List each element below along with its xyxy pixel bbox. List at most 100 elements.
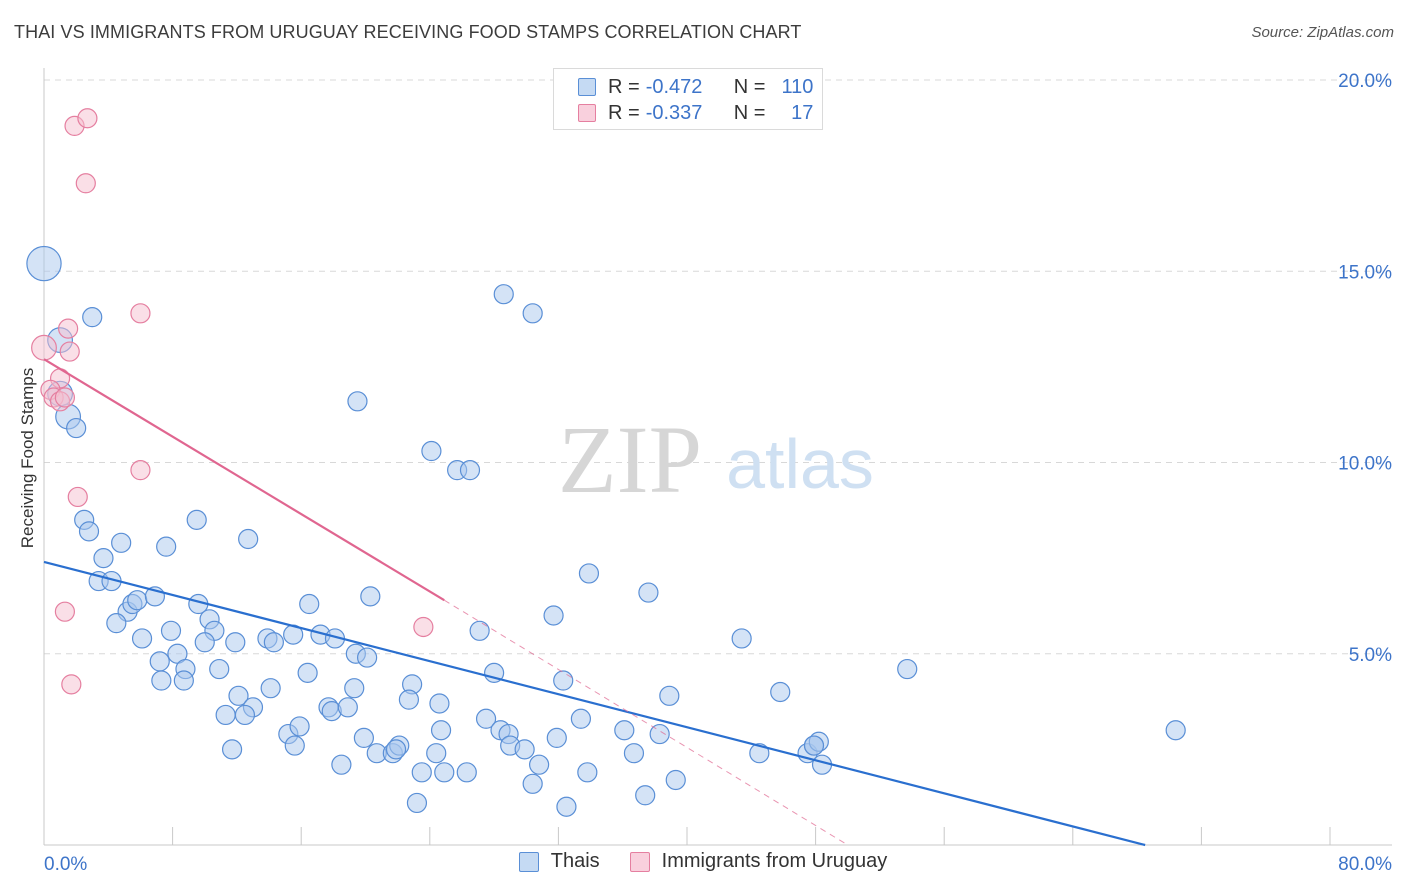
thais-point bbox=[194, 632, 215, 653]
thais-swatch bbox=[578, 78, 596, 96]
x-tick-label: 0.0% bbox=[44, 854, 87, 875]
thais-points bbox=[26, 245, 1186, 817]
thais-point bbox=[26, 245, 62, 282]
uruguay-points bbox=[31, 108, 434, 695]
uruguay-point bbox=[75, 173, 96, 194]
thais-point bbox=[82, 307, 103, 328]
thais-point bbox=[353, 727, 374, 749]
y-tick-label: 15.0% bbox=[1338, 262, 1392, 283]
thais-point bbox=[421, 440, 442, 462]
thais-point bbox=[429, 693, 450, 714]
thais-point bbox=[638, 582, 659, 603]
thais-point bbox=[131, 628, 153, 649]
thais-point bbox=[160, 620, 182, 641]
watermark: ZIP atlas bbox=[558, 406, 874, 513]
thais-point bbox=[289, 716, 310, 737]
thais-point bbox=[360, 586, 381, 607]
thais-point bbox=[546, 727, 567, 749]
uruguay-point bbox=[130, 460, 151, 481]
uruguay-trend-extension bbox=[444, 599, 849, 846]
stats-legend: R = -0.472 N = 110 R = -0.337 N = 17 bbox=[553, 68, 823, 130]
axes bbox=[43, 68, 1392, 846]
uruguay-point bbox=[413, 616, 434, 638]
thais-point bbox=[357, 647, 378, 668]
r-value: -0.337 bbox=[645, 101, 703, 124]
uruguay-legend-label: Immigrants from Uruguay bbox=[661, 850, 888, 872]
n-value: 17 bbox=[791, 101, 814, 124]
chart-title: THAI VS IMMIGRANTS FROM URUGUAY RECEIVIN… bbox=[14, 22, 802, 42]
thais-point bbox=[469, 620, 490, 641]
thais-point bbox=[337, 697, 358, 718]
thais-point bbox=[234, 704, 256, 726]
thais-point bbox=[484, 662, 505, 683]
thais-point bbox=[749, 743, 770, 764]
thais-point bbox=[331, 754, 352, 775]
legend-item-thais: Thais bbox=[518, 850, 600, 873]
thais-point bbox=[106, 613, 127, 634]
gridlines bbox=[44, 79, 1390, 655]
thais-point bbox=[475, 708, 497, 729]
thais-point bbox=[493, 284, 514, 305]
thais-point bbox=[1165, 720, 1186, 741]
thais-point bbox=[635, 785, 656, 806]
uruguay-point bbox=[130, 303, 151, 324]
thais-point bbox=[570, 708, 592, 729]
uruguay-point bbox=[54, 601, 75, 622]
thais-point bbox=[614, 720, 635, 741]
legend-row-uruguay: R = -0.337 N = 17 bbox=[578, 101, 813, 125]
thais-point bbox=[385, 739, 407, 760]
thais-point bbox=[522, 303, 543, 324]
uruguay-point bbox=[59, 341, 80, 362]
uruguay-swatch bbox=[578, 104, 596, 122]
x-tick-label: 80.0% bbox=[1338, 854, 1392, 875]
thais-point bbox=[623, 743, 645, 764]
trend-lines bbox=[43, 358, 1146, 847]
thais-point bbox=[228, 685, 249, 706]
thais-point bbox=[297, 662, 318, 683]
r-value: -0.472 bbox=[645, 75, 703, 98]
thais-point bbox=[225, 632, 246, 653]
uruguay-point bbox=[77, 108, 98, 129]
thais-point bbox=[260, 678, 281, 699]
thais-point bbox=[209, 658, 230, 680]
thais-point bbox=[529, 754, 550, 775]
thais-point bbox=[149, 651, 170, 672]
uruguay-point bbox=[58, 318, 79, 339]
series-legend: Thais Immigrants from Uruguay bbox=[0, 850, 1406, 873]
thais-point bbox=[215, 704, 236, 726]
y-tick-label: 5.0% bbox=[1349, 645, 1392, 666]
uruguay-point bbox=[31, 334, 57, 361]
thais-point bbox=[430, 720, 452, 741]
thais-point bbox=[299, 593, 320, 615]
thais-point bbox=[897, 658, 918, 680]
thais-point bbox=[127, 590, 148, 611]
thais-point bbox=[649, 723, 670, 745]
thais-point bbox=[398, 689, 420, 710]
thais-point bbox=[659, 685, 680, 706]
y-tick-label: 10.0% bbox=[1338, 454, 1392, 475]
watermark-atlas: atlas bbox=[726, 425, 874, 503]
thais-point bbox=[578, 563, 600, 584]
thais-trend-line bbox=[43, 560, 1146, 847]
legend-row-thais: R = -0.472 N = 110 bbox=[578, 75, 813, 99]
thais-point bbox=[93, 548, 114, 569]
n-value: 110 bbox=[781, 75, 814, 98]
legend-item-uruguay: Immigrants from Uruguay bbox=[629, 850, 888, 873]
thais-point bbox=[731, 628, 752, 649]
thais-point bbox=[665, 769, 686, 791]
source-credit: Source: ZipAtlas.com bbox=[1251, 24, 1394, 41]
uruguay-point bbox=[54, 387, 75, 408]
thais-point bbox=[406, 792, 428, 814]
tick-labels: 5.0% 10.0% 15.0% 20.0% 0.0% 80.0% bbox=[44, 71, 1392, 875]
uruguay-legend-swatch bbox=[629, 851, 650, 872]
n-label: N = bbox=[733, 75, 766, 98]
thais-point bbox=[238, 528, 259, 550]
r-label: R = bbox=[608, 101, 640, 124]
thais-point bbox=[344, 678, 365, 699]
thais-point bbox=[522, 773, 543, 794]
thais-point bbox=[284, 735, 305, 756]
thais-point bbox=[347, 391, 368, 412]
thais-point bbox=[577, 762, 598, 783]
thais-point bbox=[459, 460, 481, 481]
